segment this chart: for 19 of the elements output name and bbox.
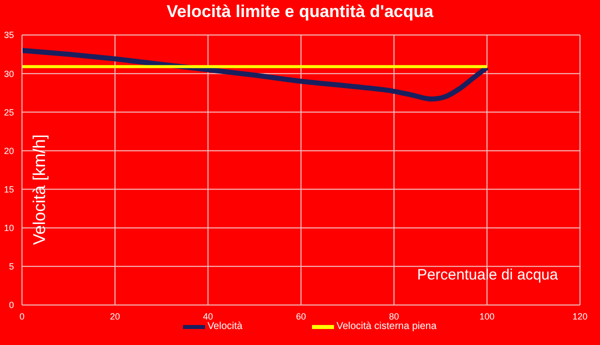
y-tick-label: 30: [4, 68, 14, 79]
y-tick-label: 20: [4, 146, 14, 156]
y-tick-label: 5: [8, 262, 14, 272]
y-tick-label: 35: [4, 30, 14, 40]
x-tick-label: 60: [296, 311, 306, 322]
y-tick-label: 15: [4, 184, 14, 194]
legend-label: Velocità: [207, 321, 242, 332]
x-tick-label: 100: [479, 311, 495, 322]
y-tick-label: 25: [4, 107, 14, 118]
y-axis-title: Velocità [km/h]: [30, 134, 49, 245]
x-tick-label: 120: [572, 311, 588, 322]
chart-title: Velocità limite e quantità d'acqua: [166, 2, 434, 22]
x-tick-label: 40: [202, 311, 214, 322]
legend-label: Velocità cisterna piena: [336, 321, 437, 332]
x-tick-label: 80: [388, 311, 400, 322]
y-tick-label: 10: [4, 223, 14, 234]
x-tick-label: 0: [19, 311, 25, 322]
x-tick-label: 20: [110, 311, 120, 322]
y-tick-label: 0: [8, 300, 14, 310]
